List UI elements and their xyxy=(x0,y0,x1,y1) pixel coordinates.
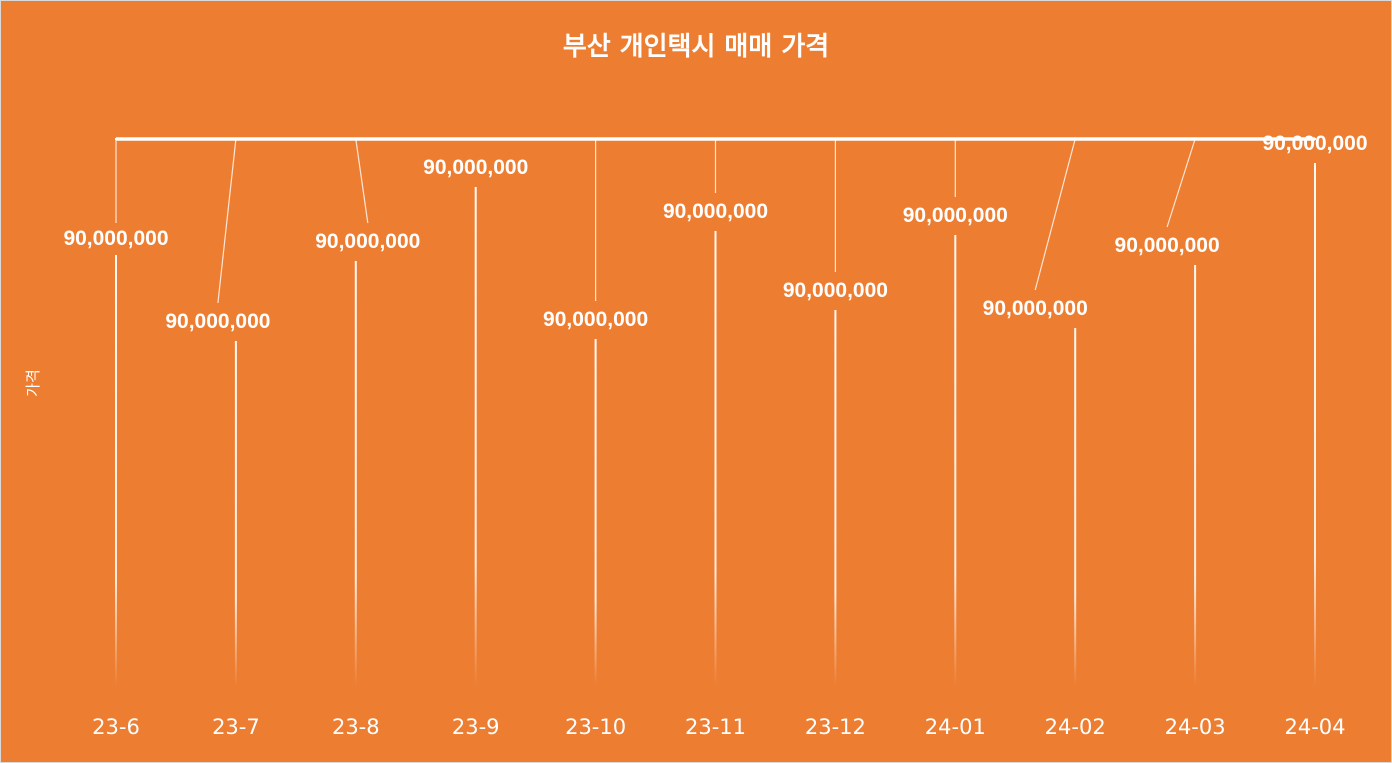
data-point-23-9 xyxy=(474,138,477,140)
y-axis-label: 가격 xyxy=(24,369,42,397)
data-point-24-03 xyxy=(1194,138,1197,140)
data-label-24-04: 90,000,000 xyxy=(1262,132,1367,155)
data-label-23-9: 90,000,000 xyxy=(423,156,528,179)
drop-line-23-11 xyxy=(714,231,717,686)
chart-title: 부산 개인택시 매매 가격 xyxy=(563,32,829,62)
series-line xyxy=(115,137,1316,141)
x-tick-label-24-02: 24-02 xyxy=(1045,715,1106,739)
x-tick-label-24-04: 24-04 xyxy=(1284,715,1345,739)
x-tick-label-23-10: 23-10 xyxy=(565,715,626,739)
drop-line-24-01 xyxy=(954,235,957,686)
data-label-23-7: 90,000,000 xyxy=(165,310,270,333)
x-tick-label-23-12: 23-12 xyxy=(805,715,866,739)
x-tick-label-24-03: 24-03 xyxy=(1165,715,1226,739)
data-label-23-11: 90,000,000 xyxy=(663,200,768,223)
data-point-23-6 xyxy=(115,138,117,140)
data-label-23-10: 90,000,000 xyxy=(543,308,648,331)
x-tick-label-23-11: 23-11 xyxy=(685,715,746,739)
label-leader-24-03 xyxy=(1166,138,1196,228)
data-label-23-8: 90,000,000 xyxy=(315,230,420,253)
x-tick-label-23-8: 23-8 xyxy=(332,715,380,739)
drop-line-23-7 xyxy=(234,341,237,686)
data-point-23-12 xyxy=(834,138,837,140)
data-point-23-8 xyxy=(354,138,357,140)
x-axis-ticks: 23-6 23-7 23-8 23-9 23-10 23-11 23-12 24-01 24-0… xyxy=(92,715,1345,739)
label-leader-23-7 xyxy=(217,138,237,304)
x-tick-label-23-6: 23-6 xyxy=(92,715,140,739)
data-point-23-11 xyxy=(714,138,717,140)
label-leader-23-8 xyxy=(355,138,369,224)
drop-line-23-6 xyxy=(115,255,117,686)
x-tick-label-24-01: 24-01 xyxy=(925,715,986,739)
data-point-23-10 xyxy=(594,138,597,140)
data-point-24-04 xyxy=(1314,138,1316,140)
x-tick-label-23-9: 23-9 xyxy=(452,715,500,739)
drop-line-24-02 xyxy=(1074,328,1077,686)
x-tick-label-23-7: 23-7 xyxy=(212,715,260,739)
drop-lines xyxy=(115,163,1316,686)
drop-line-23-8 xyxy=(354,261,357,686)
data-label-24-03: 90,000,000 xyxy=(1115,234,1220,257)
drop-line-23-9 xyxy=(474,187,477,686)
data-label-24-01: 90,000,000 xyxy=(903,204,1008,227)
data-label-23-12: 90,000,000 xyxy=(783,279,888,302)
data-point-24-02 xyxy=(1074,138,1077,140)
data-point-24-01 xyxy=(954,138,957,140)
drop-line-23-12 xyxy=(834,310,837,686)
data-labels: 90,000,000 90,000,000 90,000,000 90,000,000… xyxy=(63,132,1367,333)
drop-line-24-03 xyxy=(1194,265,1197,686)
drop-line-24-04 xyxy=(1314,163,1316,686)
data-label-23-6: 90,000,000 xyxy=(63,227,168,250)
data-label-24-02: 90,000,000 xyxy=(983,297,1088,320)
label-leaders xyxy=(115,138,1196,304)
label-leader-24-02 xyxy=(1034,138,1076,291)
drop-line-23-10 xyxy=(594,339,597,686)
data-point-23-7 xyxy=(234,138,237,140)
